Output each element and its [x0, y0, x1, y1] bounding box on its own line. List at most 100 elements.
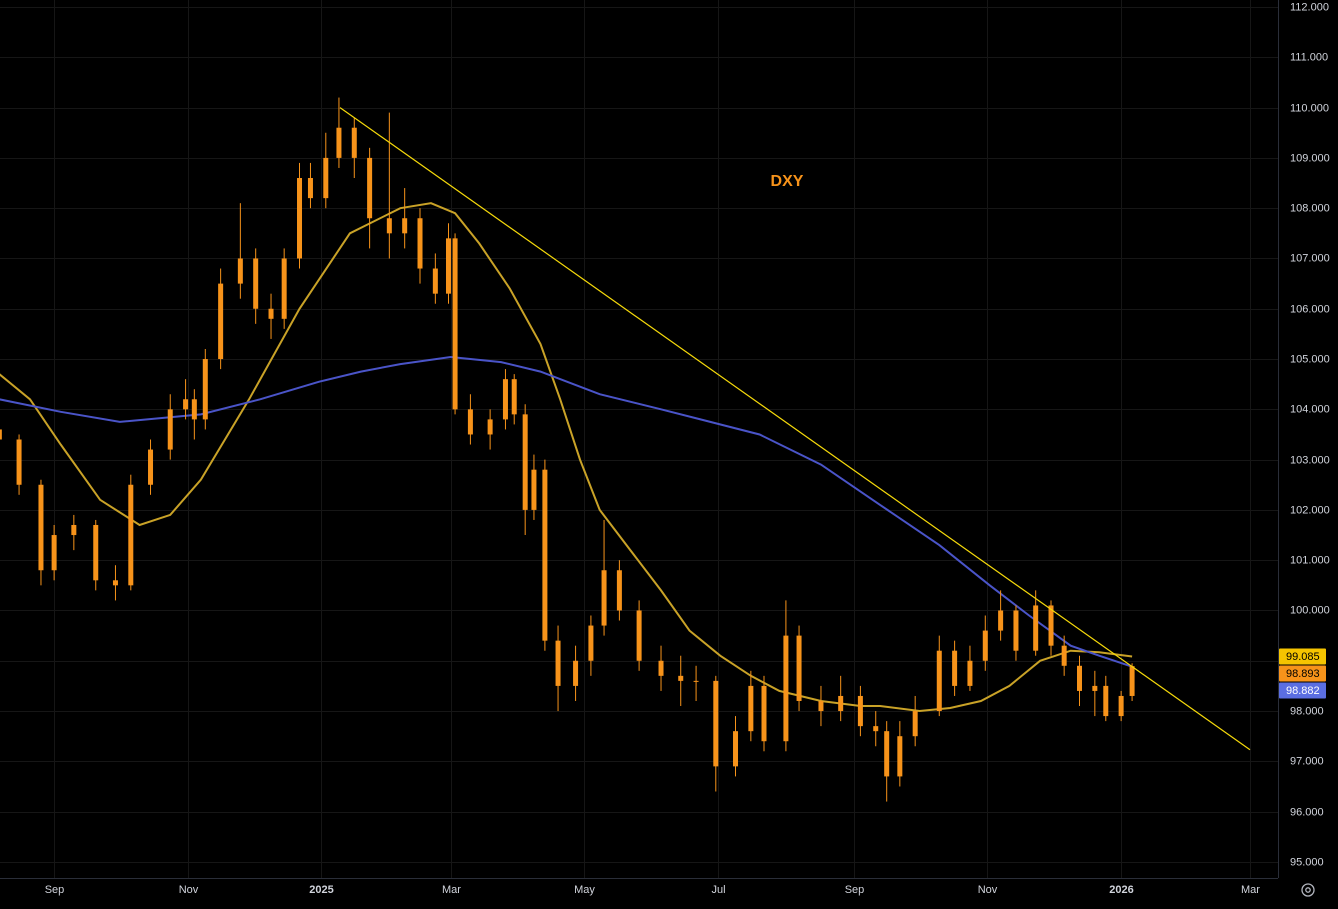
y-tick-label: 106.000 [1290, 303, 1330, 315]
candle-body [733, 731, 739, 767]
y-tick-label: 100.000 [1290, 604, 1330, 616]
candle-body [636, 610, 642, 661]
candle-body [531, 469, 537, 510]
y-tick-label: 109.000 [1290, 152, 1330, 164]
candle-body [1092, 685, 1098, 691]
candle-body [323, 157, 329, 199]
trend-line [339, 107, 1251, 751]
x-tick-label: Jul [711, 884, 725, 896]
price-label-bg [1279, 648, 1326, 665]
moving-average [0, 202, 1133, 713]
candle-body [432, 268, 438, 294]
x-tick-label: Mar [442, 884, 461, 896]
candle-body [658, 660, 664, 676]
candle-body [93, 524, 99, 581]
candle-body [818, 700, 824, 712]
candle-body [713, 680, 719, 767]
price-label: 99.085 [1286, 651, 1320, 663]
candle-body [502, 379, 508, 420]
candle-body [351, 127, 357, 158]
candle-body [71, 524, 77, 536]
candle-body [445, 238, 451, 294]
y-tick-label: 101.000 [1290, 554, 1330, 566]
candle-body [555, 640, 561, 686]
candle-body [237, 258, 243, 284]
y-tick-label: 105.000 [1290, 353, 1330, 365]
candle-body [616, 570, 622, 611]
candle-body [748, 685, 754, 732]
candle-body [386, 218, 392, 234]
candle-body [487, 419, 493, 435]
candle-body [367, 157, 373, 219]
candle-body [1129, 666, 1135, 696]
candle-body [998, 610, 1004, 631]
candle-body [51, 535, 57, 571]
candle-body [218, 283, 224, 360]
candle-body [253, 258, 259, 309]
candle-body [202, 359, 208, 420]
price-label-bg [1279, 682, 1326, 699]
candle-body [936, 650, 942, 712]
candle-body [281, 258, 287, 319]
x-tick-label: 2026 [1109, 884, 1133, 896]
settings-core [1305, 887, 1311, 893]
x-tick-label: Sep [45, 884, 65, 896]
x-tick-label: Nov [978, 884, 998, 896]
y-tick-label: 107.000 [1290, 252, 1330, 264]
x-tick-label: Nov [179, 884, 199, 896]
candle-body [112, 580, 118, 586]
candle-body [982, 630, 988, 661]
x-tick-label: Sep [845, 884, 865, 896]
candle-body [897, 736, 903, 777]
y-tick-label: 102.000 [1290, 504, 1330, 516]
candle-body [884, 731, 890, 777]
candle-body [573, 660, 579, 686]
candle-body [307, 178, 313, 199]
candle-body [148, 449, 154, 485]
candle-body [0, 429, 2, 440]
candle-body [967, 660, 973, 686]
candle-body [191, 399, 197, 420]
candle-body [511, 379, 517, 415]
y-tick-label: 103.000 [1290, 454, 1330, 466]
candle-body [38, 484, 44, 571]
candle-body [297, 178, 303, 259]
candle-body [783, 635, 789, 742]
x-tick-label: May [574, 884, 595, 896]
candle-body [873, 726, 879, 732]
x-tick-label: Mar [1241, 884, 1260, 896]
candle-body [167, 409, 173, 450]
candle-body [1013, 610, 1019, 651]
candle-body [1118, 695, 1124, 717]
candle-body [467, 409, 473, 435]
plot-area [0, 97, 1251, 802]
candle-body [16, 439, 22, 485]
grid [0, 0, 1278, 878]
chart-title: DXY [771, 173, 804, 190]
settings-button[interactable] [1301, 883, 1315, 897]
candle-body [1033, 605, 1039, 651]
y-tick-label: 104.000 [1290, 403, 1330, 415]
candle-body [1103, 685, 1109, 717]
candle-body [128, 484, 134, 586]
candle-body [952, 650, 958, 686]
candle-body [693, 680, 699, 682]
y-tick-label: 96.000 [1290, 806, 1324, 818]
candle-body [542, 469, 548, 641]
candle-body [838, 695, 844, 712]
candle-body [857, 695, 863, 727]
candle-body [912, 711, 918, 737]
candle-body [761, 685, 767, 742]
y-tick-label: 95.000 [1290, 856, 1324, 868]
candle-body [1048, 605, 1054, 646]
y-tick-label: 112.000 [1290, 1, 1329, 13]
candle-body [796, 635, 802, 701]
candle-body [336, 127, 342, 158]
candle-body [522, 414, 528, 510]
y-tick-label: 98.000 [1290, 705, 1324, 717]
price-label-bg [1279, 665, 1326, 682]
x-tick-label: 2025 [309, 884, 333, 896]
